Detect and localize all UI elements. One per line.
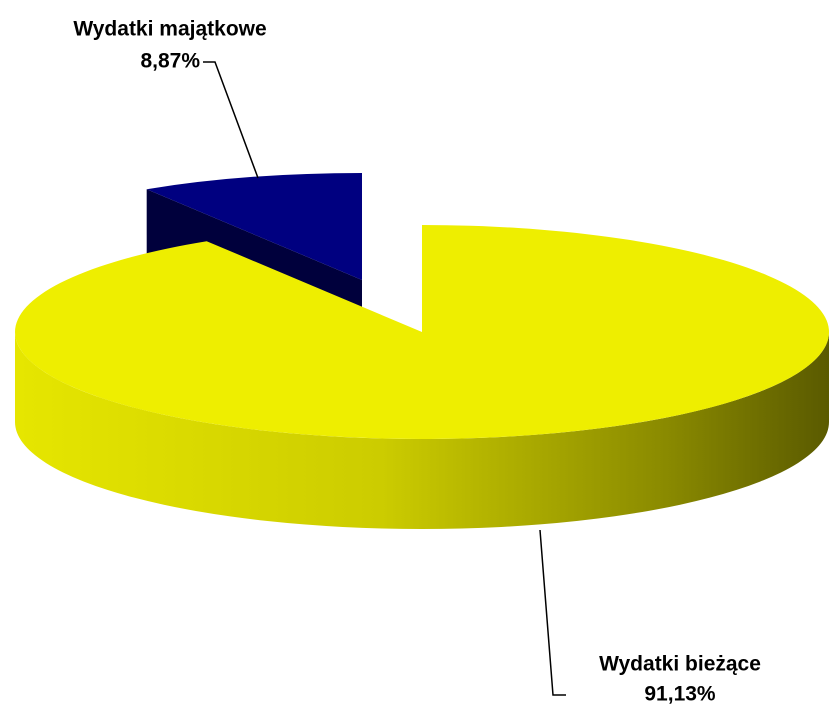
slice bbox=[146, 173, 362, 280]
slice bbox=[15, 225, 829, 439]
value-label: 91,13% bbox=[644, 683, 716, 706]
slice-side bbox=[15, 332, 829, 529]
pie bbox=[15, 173, 829, 529]
value-label: 8,87% bbox=[140, 50, 200, 73]
leader-line bbox=[203, 61, 259, 179]
leader-line bbox=[539, 529, 566, 696]
slice-label: Wydatki bieżące bbox=[599, 653, 761, 676]
slice-label: Wydatki majątkowe bbox=[73, 18, 266, 41]
